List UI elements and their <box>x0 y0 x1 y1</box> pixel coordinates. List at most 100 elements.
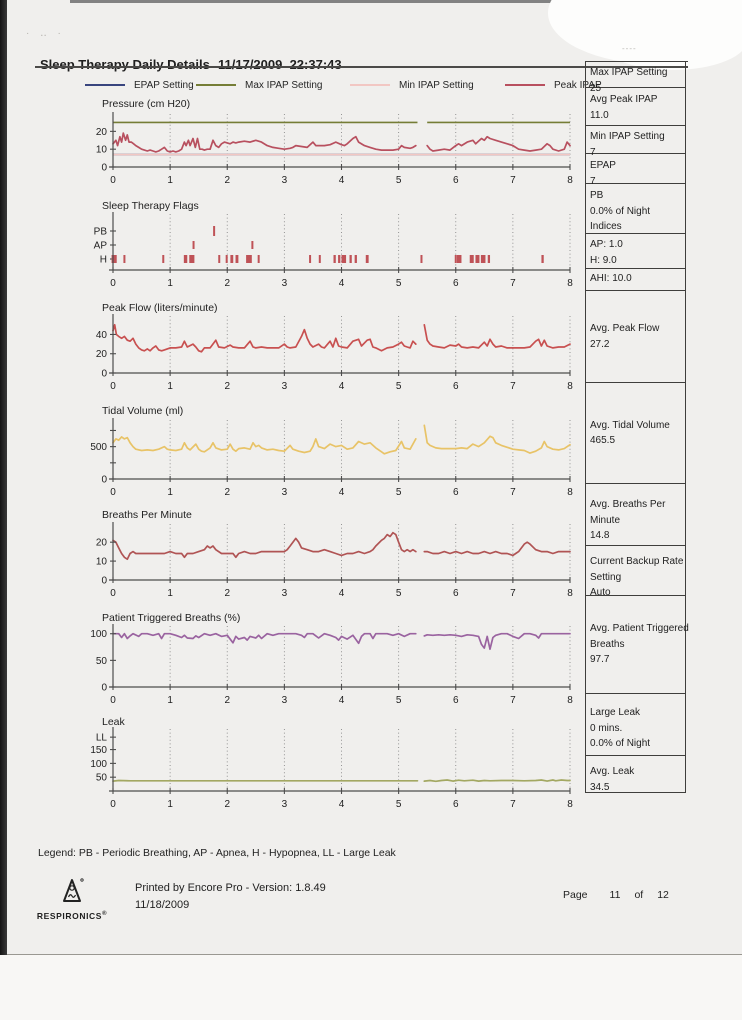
chart-peakflow: Peak Flow (liters/minute) 0 20 40 0 1 2 3 4 5 6 7 8 <box>96 302 573 392</box>
scan-bottom-band <box>0 954 742 1020</box>
event-mark <box>420 255 423 263</box>
sidebar-line: 34.5 <box>590 781 610 793</box>
chart-block-tidal: Tidal Volume (ml) 0 500 0 1 2 3 4 5 6 7 8 <box>30 403 590 507</box>
x-tick-label: 5 <box>396 487 402 498</box>
report-datetime: 11/17/2009 22:37:43 <box>218 57 342 72</box>
sidebar-line: AP: 1.0 <box>590 239 623 250</box>
sidebar-line: Avg. Patient Triggered <box>590 623 689 635</box>
event-mark <box>192 241 195 249</box>
brand-reg-mark: ® <box>102 911 108 918</box>
chart-bpm: Breaths Per Minute 0 10 20 0 1 2 3 4 5 6 7 8 <box>96 509 573 599</box>
y-tick-label: 50 <box>96 656 108 667</box>
sidebar-box-11: Avg. Patient Triggered Breaths 97.7 <box>585 596 689 694</box>
sidebar-box-10: Current Backup Rate Setting Auto <box>585 546 686 598</box>
sidebar-box-7: Avg. Peak Flow 27.2 <box>585 291 686 383</box>
y-tick-label: 40 <box>96 330 108 341</box>
series-line <box>112 531 571 561</box>
x-tick-label: 1 <box>167 381 173 392</box>
event-mark <box>365 255 369 263</box>
x-tick-label: 2 <box>224 799 230 810</box>
sidebar-line: PB <box>590 190 604 201</box>
x-tick-label: 5 <box>396 175 402 186</box>
row-label: AP <box>94 241 108 252</box>
x-tick-label: 7 <box>510 588 516 599</box>
chart-title-peakflow: Peak Flow (liters/minute) <box>102 302 218 314</box>
y-tick-label: 100 <box>90 629 107 640</box>
event-mark <box>218 255 221 263</box>
x-tick-label: 0 <box>110 381 116 392</box>
legend-item-max-ipap: Max IPAP Setting <box>196 78 322 92</box>
sidebar-line: 14.8 <box>590 530 610 541</box>
event-mark <box>251 241 254 249</box>
brand-name: RESPIRONICS® <box>33 911 111 921</box>
x-tick-label: 2 <box>224 175 230 186</box>
series-line <box>112 424 571 455</box>
x-tick-label: 4 <box>339 799 345 810</box>
event-mark <box>349 255 352 263</box>
x-tick-label: 5 <box>396 799 402 810</box>
x-tick-label: 8 <box>567 695 573 706</box>
series-line <box>112 632 571 651</box>
sidebar-line: Avg. Leak <box>590 766 635 777</box>
page-of-label: of <box>634 889 644 901</box>
event-mark <box>257 255 260 263</box>
event-mark <box>225 255 228 263</box>
x-tick-label: 2 <box>224 487 230 498</box>
sidebar-line: Large Leak <box>590 707 641 718</box>
chart-block-flags: Sleep Therapy Flags PB AP H 0 1 2 3 4 5 6 7 8 <box>30 198 590 298</box>
sidebar-line: Minute <box>590 514 621 526</box>
chart-title-pressure: Pressure (cm H20) <box>102 98 190 110</box>
x-tick-label: 3 <box>282 799 288 810</box>
sidebar-line: AHI: 10.0 <box>590 273 632 284</box>
x-tick-label: 0 <box>110 695 116 706</box>
x-tick-label: 3 <box>282 278 288 289</box>
chart-title-bpm: Breaths Per Minute <box>102 509 192 521</box>
x-tick-label: 7 <box>510 175 516 186</box>
event-mark <box>318 255 321 263</box>
header-rule <box>35 66 688 68</box>
chart-ptb: Patient Triggered Breaths (%) 0 50 100 0 1 2 3 4… <box>90 612 573 706</box>
y-tick-label: 0 <box>101 369 107 380</box>
x-tick-label: 8 <box>567 588 573 599</box>
x-tick-label: 8 <box>567 278 573 289</box>
x-tick-label: 4 <box>339 695 345 706</box>
legend-label: Max IPAP Setting <box>245 79 323 91</box>
sidebar-box-12: Large Leak 0 mins. 0.0% of Night <box>585 694 686 756</box>
y-tick-label: 0 <box>101 576 107 587</box>
x-tick-label: 1 <box>167 278 173 289</box>
chart-flags: Sleep Therapy Flags PB AP H 0 1 2 3 4 5 6 7 8 <box>94 200 574 289</box>
y-tick-label: 500 <box>90 442 107 453</box>
chart-title-leak: Leak <box>102 716 126 728</box>
x-tick-label: 1 <box>167 588 173 599</box>
page-number: 11 <box>609 889 621 901</box>
x-tick-label: 4 <box>339 487 345 498</box>
x-tick-label: 2 <box>224 278 230 289</box>
sidebar-line: 0 mins. <box>590 722 623 734</box>
sidebar-line: Setting <box>590 571 622 583</box>
event-mark <box>213 226 216 236</box>
sidebar-line: Indices <box>590 221 622 232</box>
y-tick-label: 50 <box>96 773 108 784</box>
legend-item-epap: EPAP Setting <box>85 78 194 92</box>
event-mark <box>456 255 462 263</box>
chart-tidal: Tidal Volume (ml) 0 500 0 1 2 3 4 5 6 7 8 <box>90 405 573 498</box>
y-tick-label: 20 <box>96 349 108 360</box>
x-tick-label: 5 <box>396 381 402 392</box>
sidebar-box-2: Min IPAP Setting 7 <box>585 126 686 158</box>
x-tick-label: 6 <box>453 588 459 599</box>
flags-legend-text: Legend: PB - Periodic Breathing, AP - Ap… <box>38 847 396 859</box>
event-mark <box>354 255 357 263</box>
sidebar-line: Avg. Peak Flow <box>590 323 660 334</box>
sidebar-line: 97.7 <box>590 654 610 666</box>
x-tick-label: 4 <box>339 381 345 392</box>
sidebar-line: 7 <box>590 146 596 158</box>
event-mark <box>469 255 474 263</box>
event-mark <box>480 255 486 263</box>
printed-by-block: Printed by Encore Pro - Version: 1.8.49 … <box>135 880 326 914</box>
x-tick-label: 0 <box>110 278 116 289</box>
x-tick-label: 7 <box>510 695 516 706</box>
scan-smudge-artifact: · ‥ · <box>26 28 65 39</box>
y-tick-label: 20 <box>96 127 108 138</box>
sidebar-line: Auto <box>590 587 611 598</box>
